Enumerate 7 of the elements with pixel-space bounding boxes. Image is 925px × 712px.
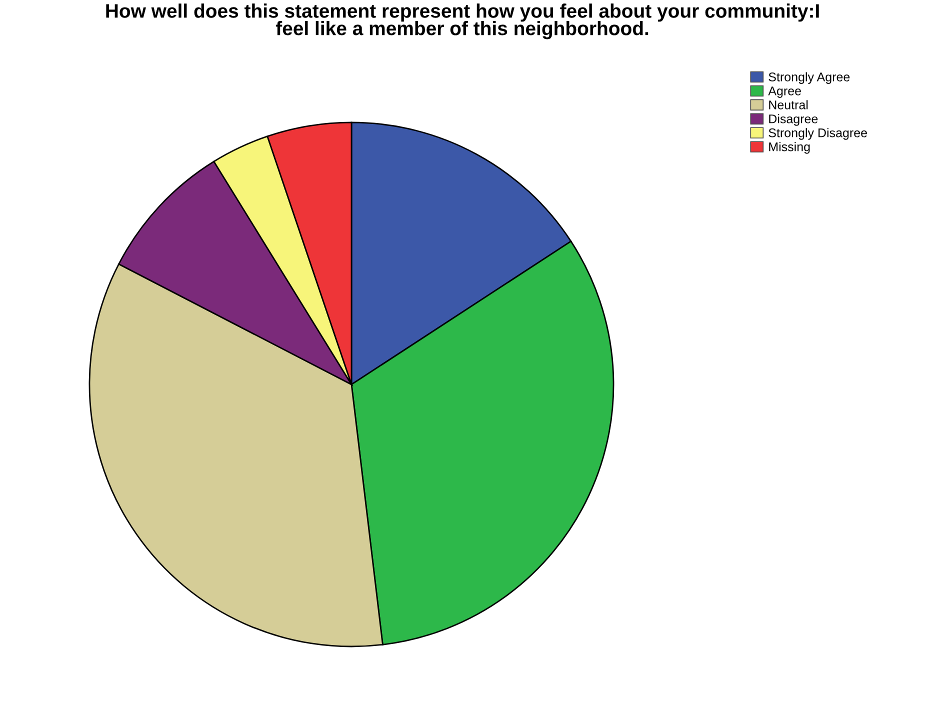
legend-label: Neutral bbox=[769, 100, 808, 110]
chart-title: How well does this statement represent how you feel about your community:I feel like a member of this neighborhood. bbox=[106, 4, 819, 40]
legend-label: Strongly Disagree bbox=[768, 128, 867, 140]
legend-label: Missing bbox=[769, 142, 810, 154]
legend-label: Agree bbox=[768, 86, 801, 98]
legend-label: Strongly Agree bbox=[768, 72, 850, 84]
legend-label: Disagree bbox=[769, 114, 818, 126]
